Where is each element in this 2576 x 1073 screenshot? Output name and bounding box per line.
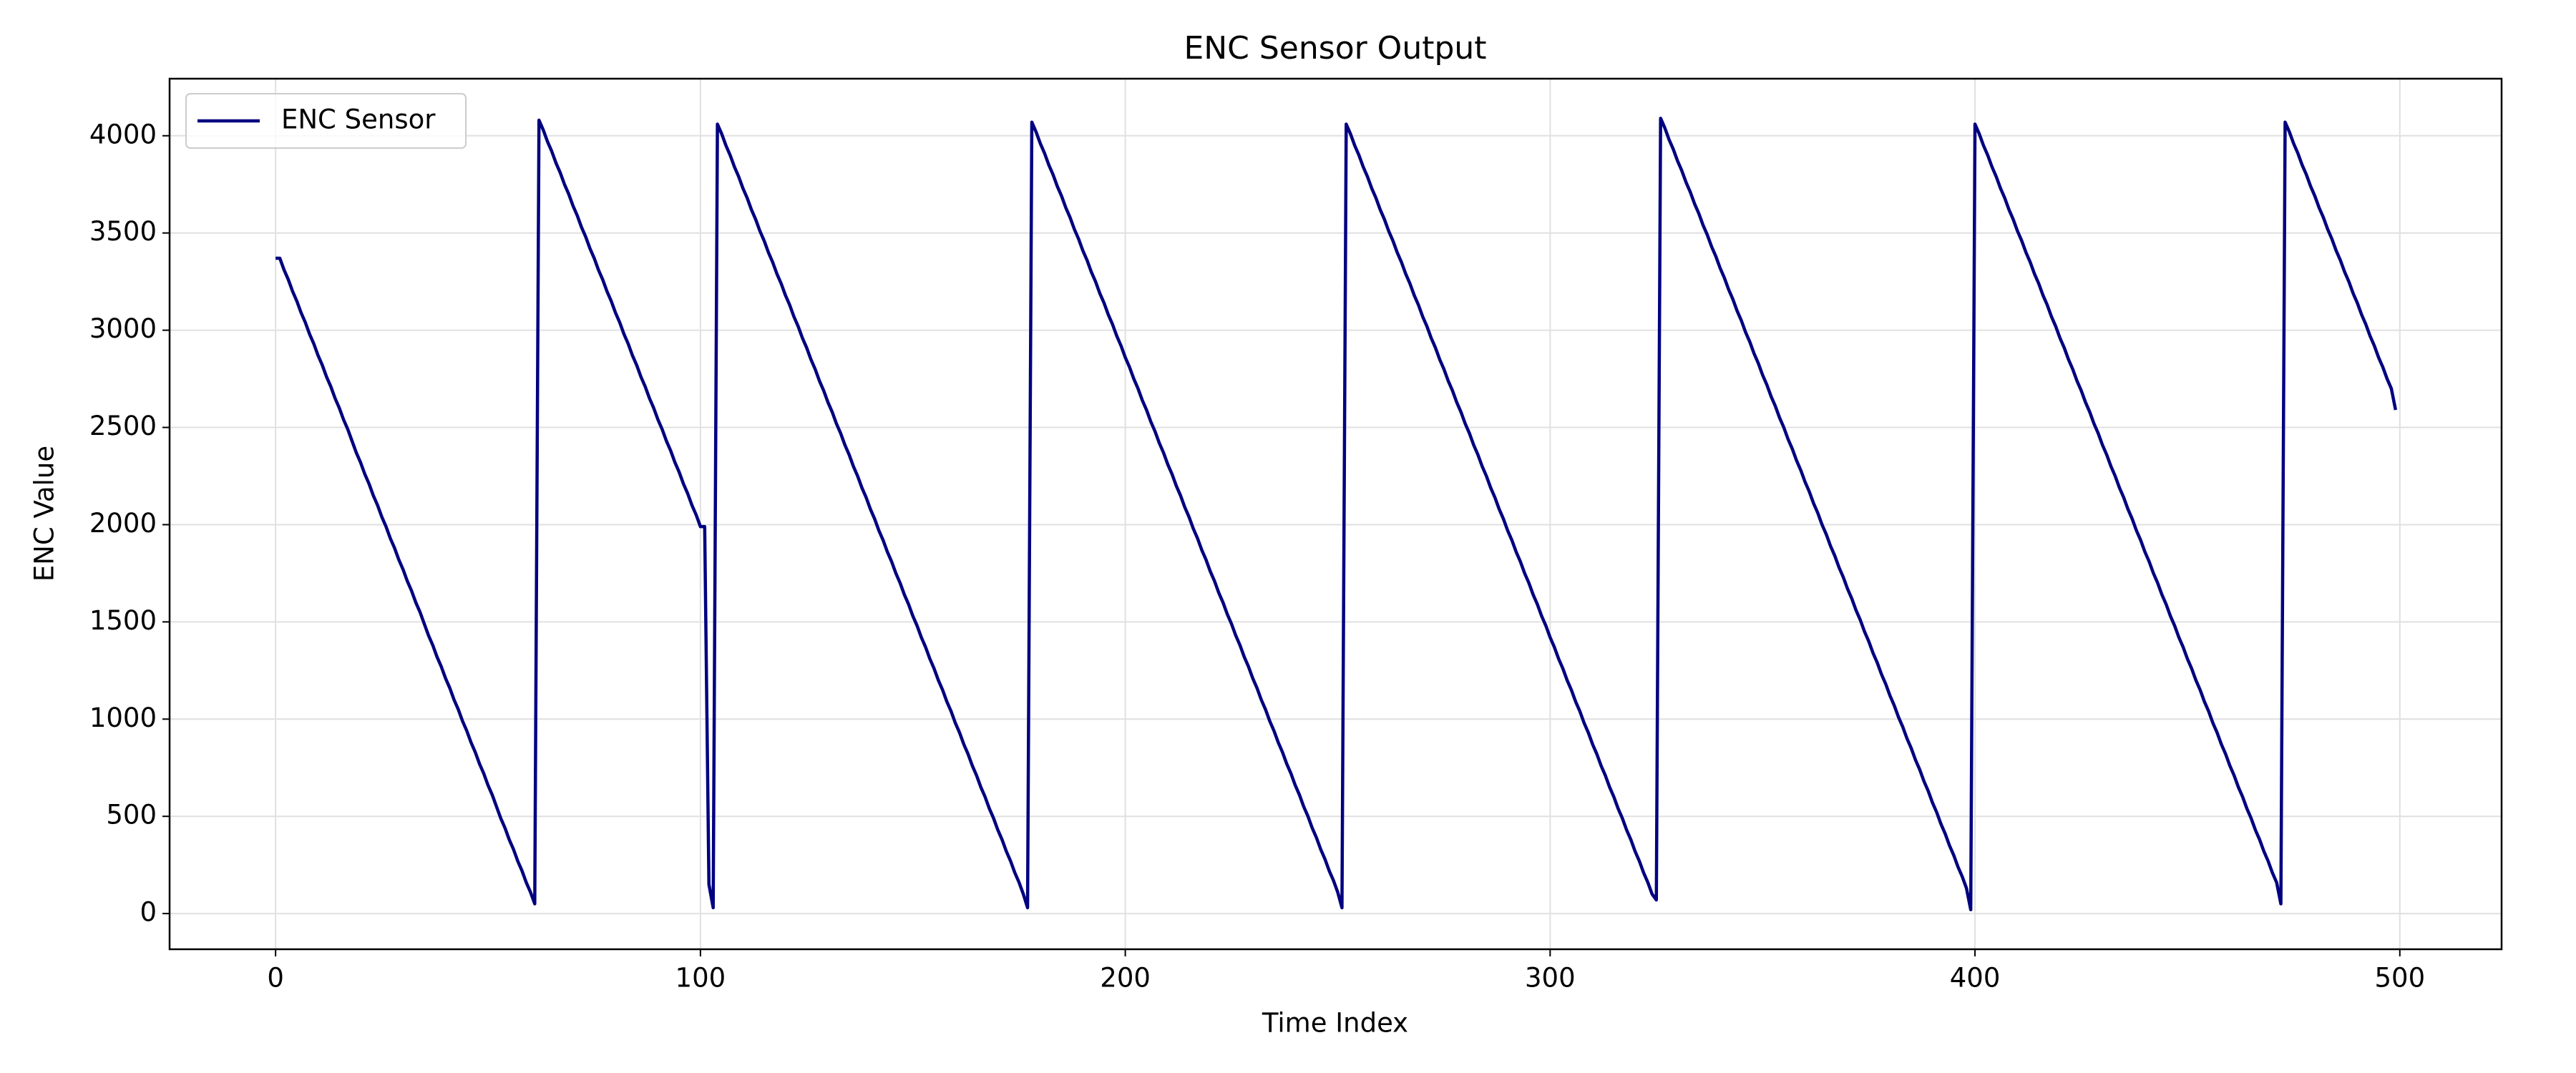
legend: ENC Sensor (185, 93, 467, 149)
y-tick-label: 1000 (89, 702, 157, 733)
y-tick-label: 2000 (89, 508, 157, 539)
data-line (275, 117, 2398, 911)
y-tick-label: 500 (106, 800, 157, 831)
y-tick-label: 3500 (89, 216, 157, 247)
chart-title: ENC Sensor Output (1184, 30, 1486, 67)
y-axis-label: ENC Value (29, 446, 60, 582)
x-tick-label: 400 (1950, 963, 2001, 994)
x-axis-label: Time Index (1262, 1008, 1408, 1039)
legend-box (185, 93, 467, 149)
plot-frame (168, 77, 2503, 951)
x-tick-label: 200 (1100, 963, 1151, 994)
y-tick-label: 1500 (89, 605, 157, 636)
y-tick-label: 2500 (89, 411, 157, 441)
x-tick-label: 0 (267, 963, 284, 994)
x-tick-label: 500 (2374, 963, 2425, 994)
x-tick-label: 100 (675, 963, 726, 994)
y-tick-label: 0 (140, 897, 157, 928)
y-tick-label: 3000 (89, 313, 157, 344)
y-tick-label: 4000 (89, 119, 157, 150)
x-tick-label: 300 (1525, 963, 1576, 994)
legend-label: ENC Sensor (281, 104, 436, 135)
